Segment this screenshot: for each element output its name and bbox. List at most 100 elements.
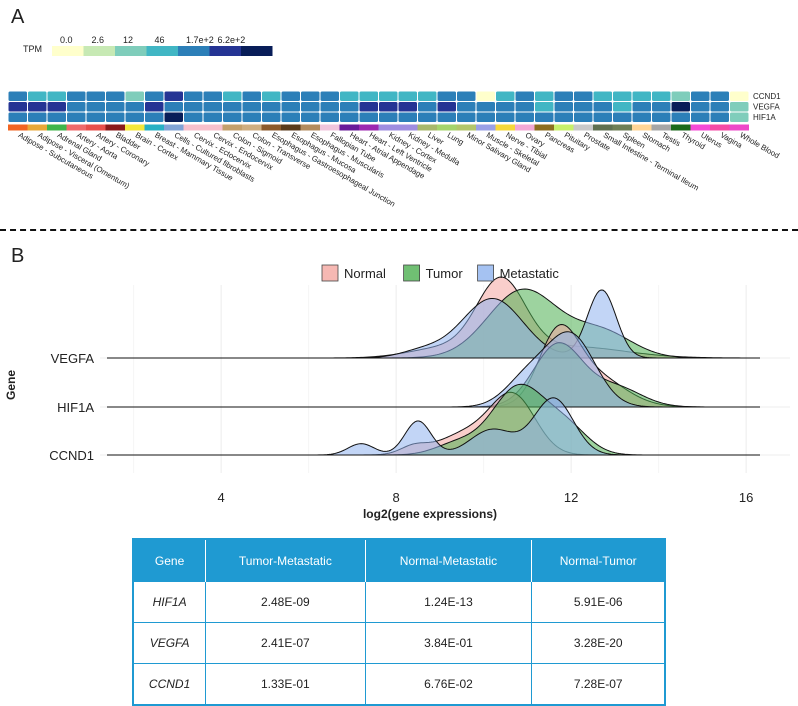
tissue-color-bar <box>573 124 593 131</box>
legend-key <box>403 264 421 282</box>
heatmap-cell <box>184 91 203 101</box>
heatmap-cell <box>281 102 300 112</box>
tissue-color-bar <box>339 124 359 131</box>
heatmap-cell <box>47 102 66 112</box>
heatmap-cell <box>671 102 690 112</box>
heatmap-cell <box>242 112 261 122</box>
heatmap-cell <box>652 102 671 112</box>
table-cell-gene: HIF1A <box>133 581 207 623</box>
heatmap-cell <box>691 91 710 101</box>
legend-tick-label: 1.7e+2 <box>186 35 214 45</box>
heatmap-cell <box>652 112 671 122</box>
tissue-label: Whole Blood <box>738 130 781 160</box>
heatmap-cell <box>710 102 729 112</box>
tissue-color-bar <box>86 124 106 131</box>
heatmap-cell <box>67 91 86 101</box>
gene-tick-label: CCND1 <box>49 448 94 463</box>
heatmap-cell <box>203 112 222 122</box>
legend-swatch <box>115 46 147 56</box>
tissue-color-bar <box>690 124 710 131</box>
heatmap-cell <box>730 102 749 112</box>
tissue-color-bar <box>203 124 223 131</box>
heatmap-cell <box>457 91 476 101</box>
tissue-color-bar <box>300 124 320 131</box>
heatmap-cell <box>106 112 125 122</box>
heatmap-cell <box>145 112 164 122</box>
heatmap-cell <box>632 102 651 112</box>
heatmap-cell <box>106 91 125 101</box>
heatmap-cell <box>632 112 651 122</box>
heatmap-cell <box>47 112 66 122</box>
heatmap-cell <box>223 102 242 112</box>
heatmap-cell <box>730 91 749 101</box>
heatmap-cell <box>86 102 105 112</box>
table-cell: 3.84E-01 <box>365 622 533 664</box>
legend-swatch <box>209 46 241 56</box>
tissue-color-bar <box>612 124 632 131</box>
legend-label: Normal <box>344 266 386 281</box>
heatmap-cell <box>379 102 398 112</box>
heatmap-cell <box>320 91 339 101</box>
table-header-row: Gene Tumor-Metastatic Normal-Metastatic … <box>133 539 665 582</box>
heatmap-cell <box>418 91 437 101</box>
heatmap-cell <box>671 112 690 122</box>
tissue-color-bar <box>417 124 437 131</box>
table-cell: 5.91E-06 <box>531 581 665 623</box>
heatmap-cell <box>515 102 534 112</box>
heatmap-cell <box>359 112 378 122</box>
heatmap-cell <box>457 102 476 112</box>
heatmap-cell <box>691 102 710 112</box>
heatmap-cell <box>301 102 320 112</box>
heatmap-cell <box>613 102 632 112</box>
tissue-color-bar <box>320 124 340 131</box>
table-row: CCND1 1.33E-01 6.76E-02 7.28E-07 <box>133 663 665 705</box>
density-ridge-metastatic-vegfa <box>107 289 760 359</box>
table-cell: 3.28E-20 <box>531 622 665 664</box>
density-ridge-metastatic-ccnd1 <box>107 397 760 456</box>
panel-b-label: B <box>11 245 25 267</box>
heatmap-cell <box>359 91 378 101</box>
heatmap-cell <box>574 91 593 101</box>
heatmap-cell <box>242 102 261 112</box>
tissue-color-bar <box>105 124 125 131</box>
heatmap-cell <box>398 102 417 112</box>
heatmap-cell <box>262 112 281 122</box>
heatmap-cell <box>535 91 554 101</box>
x-axis-title: log2(gene expressions) <box>363 507 497 521</box>
heatmap-cell <box>340 102 359 112</box>
heatmap-cell <box>515 91 534 101</box>
heatmap-cell <box>613 112 632 122</box>
heatmap-row-label: CCND1 <box>753 92 781 101</box>
section-divider <box>0 229 798 231</box>
heatmap-cell <box>457 112 476 122</box>
heatmap-cell <box>125 102 144 112</box>
legend-tick-label: 6.2e+2 <box>218 35 246 45</box>
heatmap-cell <box>574 102 593 112</box>
column-header-gene: Gene <box>133 539 207 582</box>
heatmap-cell <box>554 112 573 122</box>
heatmap-cell <box>398 91 417 101</box>
heatmap-cell <box>8 91 27 101</box>
tissue-color-bar <box>378 124 398 131</box>
heatmap-cell <box>184 112 203 122</box>
legend-tick-label: 0.0 <box>60 35 73 45</box>
heatmap-cell <box>710 112 729 122</box>
heatmap-cell <box>554 91 573 101</box>
tissue-label: Lung <box>446 130 466 146</box>
column-header-normal-tumor: Normal-Tumor <box>531 539 665 582</box>
heatmap-cell <box>476 91 495 101</box>
heatmap-cell <box>593 112 612 122</box>
heatmap-cell <box>262 91 281 101</box>
heatmap-cell <box>730 112 749 122</box>
heatmap-cell <box>379 91 398 101</box>
legend-key <box>477 264 495 282</box>
heatmap-cell <box>652 91 671 101</box>
legend-tick-label: 46 <box>155 35 165 45</box>
heatmap-cell <box>593 102 612 112</box>
tissue-color-bar <box>164 124 184 131</box>
tissue-color-bar <box>495 124 515 131</box>
table-cell: 7.28E-07 <box>531 663 665 705</box>
legend-swatch <box>52 46 84 56</box>
tissue-color-bar <box>476 124 496 131</box>
table-cell: 1.24E-13 <box>365 581 533 623</box>
